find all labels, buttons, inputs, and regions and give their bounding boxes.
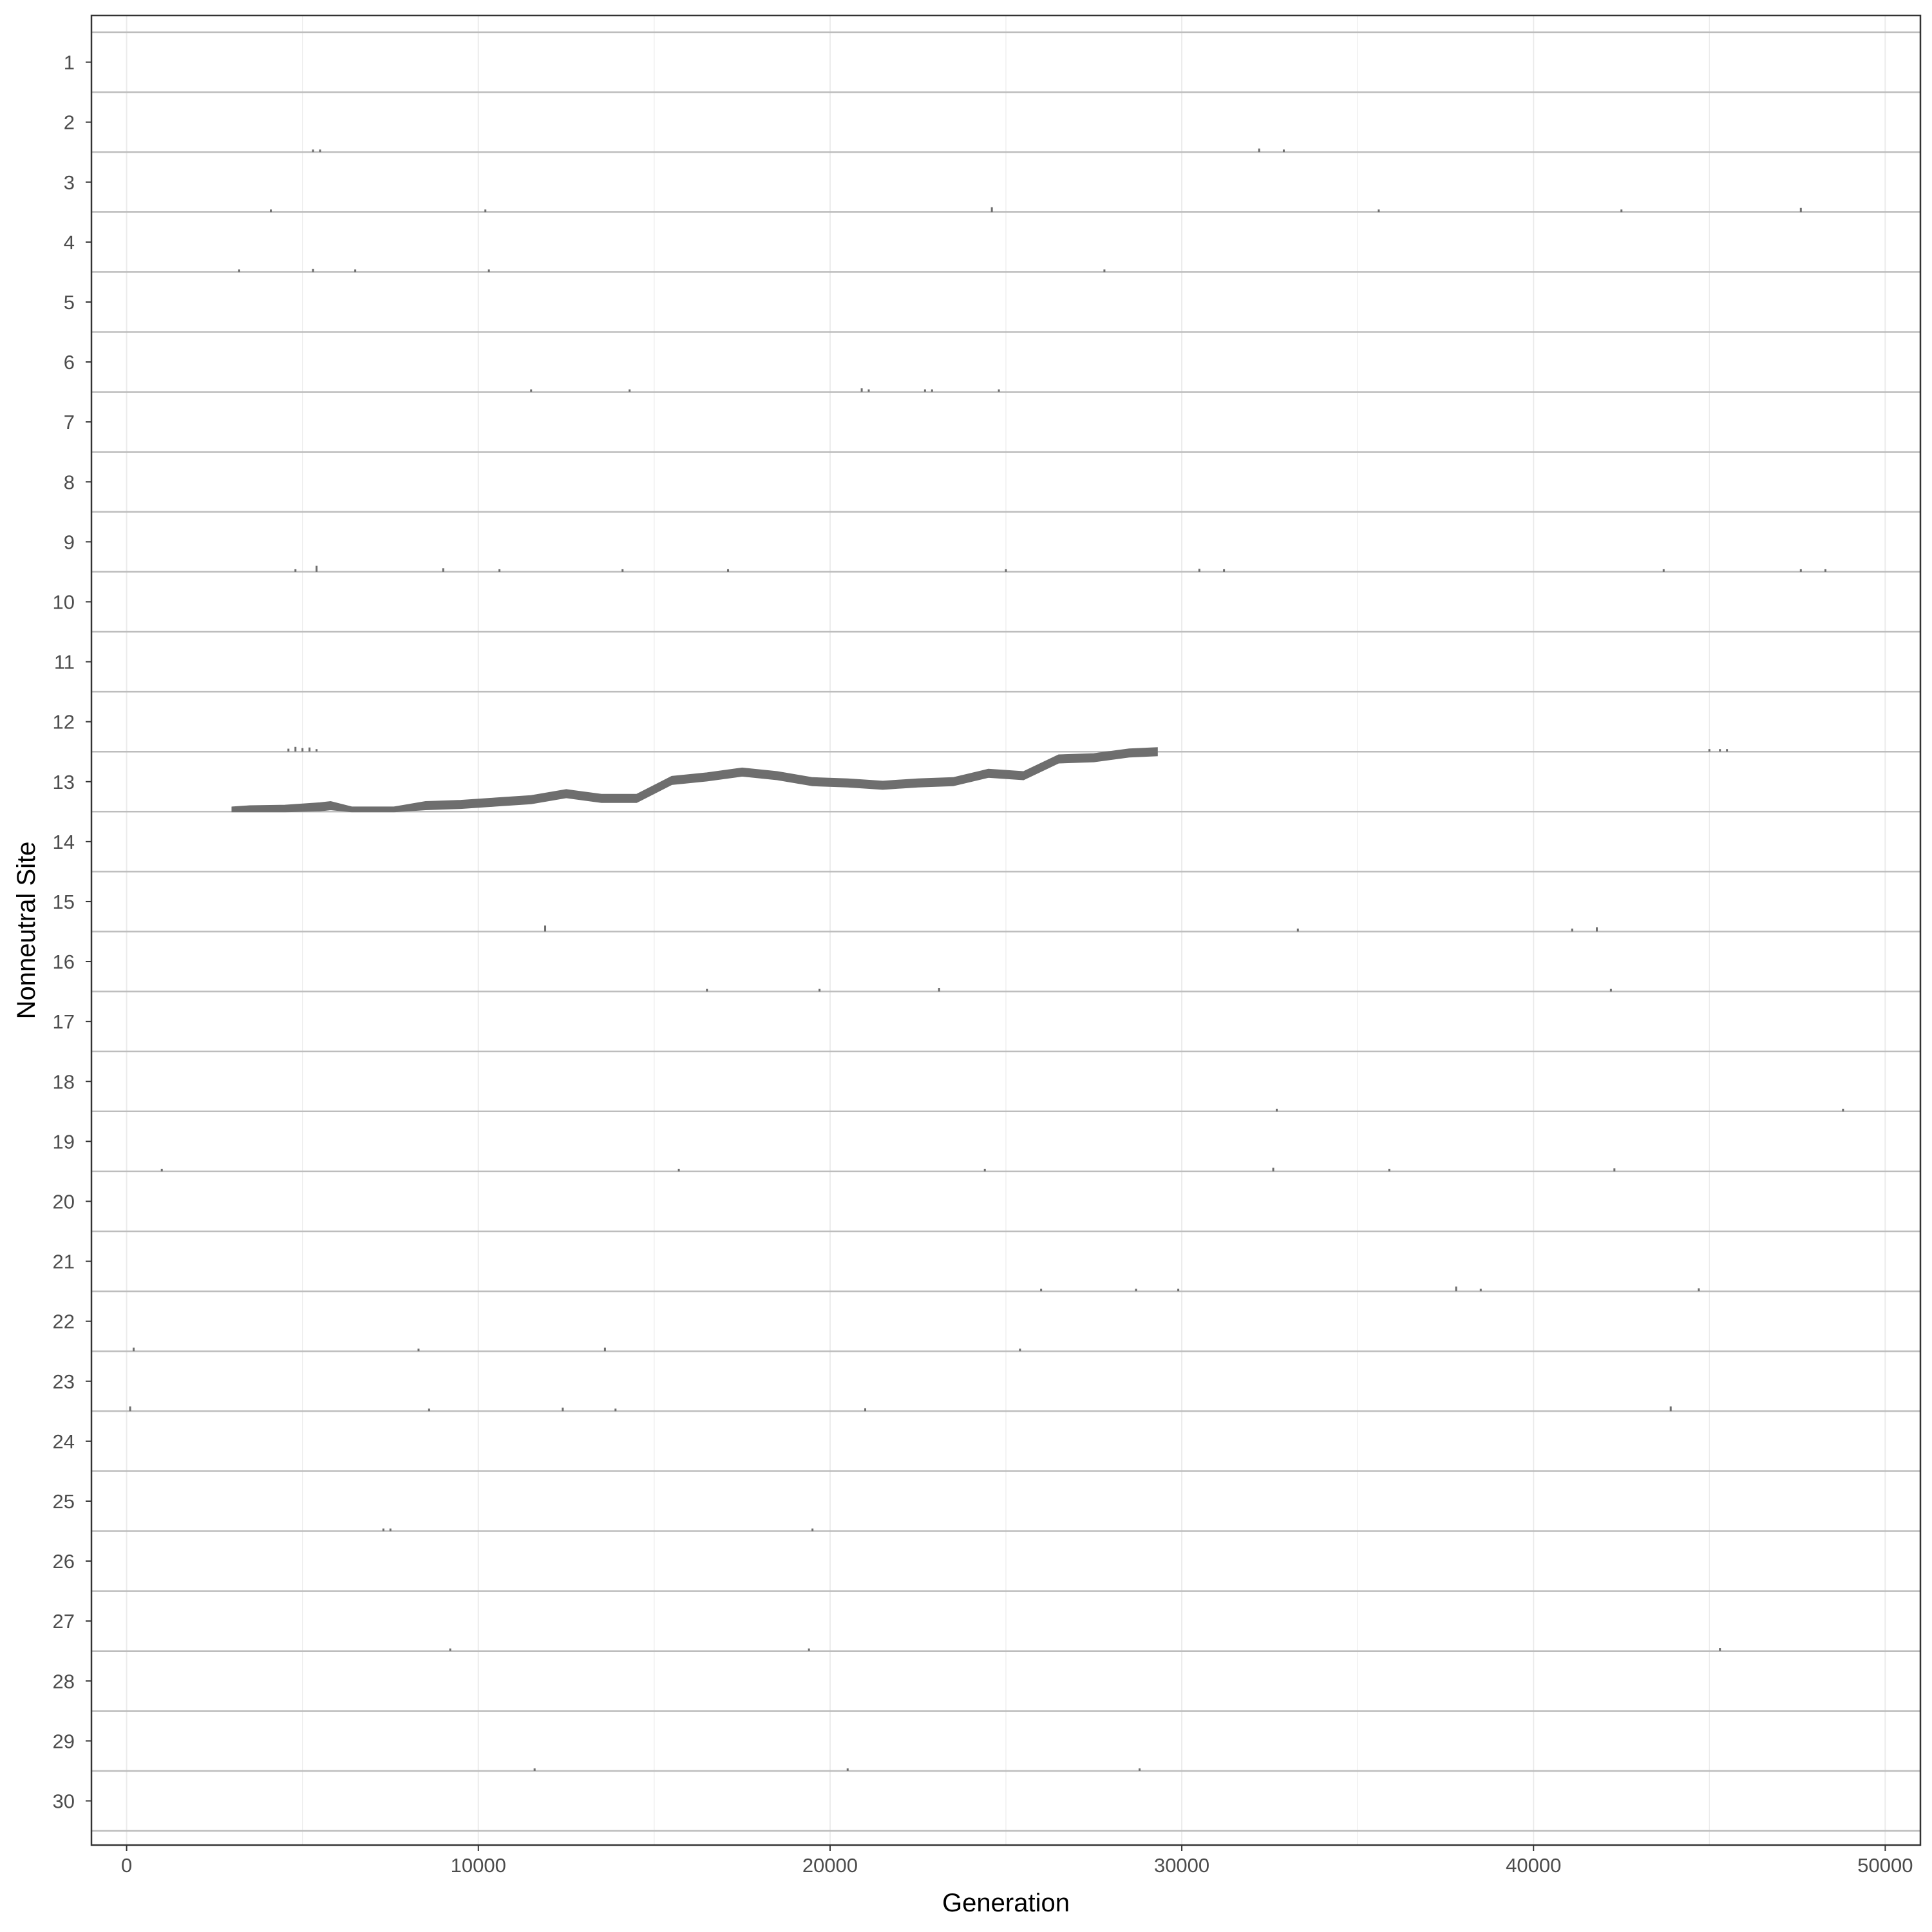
ridge-site-13 — [231, 747, 1158, 813]
y-tick-label: 18 — [53, 1070, 75, 1093]
y-tick-label: 26 — [53, 1550, 75, 1573]
x-tick-label: 30000 — [1154, 1854, 1209, 1877]
x-axis-title: Generation — [942, 1889, 1070, 1917]
x-tick-label: 50000 — [1857, 1854, 1913, 1877]
y-tick-label: 5 — [64, 291, 75, 314]
y-tick-label: 21 — [53, 1251, 75, 1273]
y-tick-label: 1 — [64, 52, 75, 74]
y-tick-label: 30 — [53, 1790, 75, 1812]
y-tick-label: 22 — [53, 1311, 75, 1333]
y-tick-label: 6 — [64, 351, 75, 374]
axis-layer: 1234567891011121314151617181920212223242… — [53, 52, 1913, 1877]
x-tick-label: 0 — [121, 1854, 132, 1877]
y-tick-label: 8 — [64, 471, 75, 493]
y-tick-label: 20 — [53, 1190, 75, 1213]
y-tick-label: 14 — [53, 831, 75, 853]
y-tick-label: 24 — [53, 1430, 75, 1453]
y-tick-label: 10 — [53, 591, 75, 613]
grid-layer — [126, 15, 1886, 1845]
y-tick-label: 29 — [53, 1730, 75, 1752]
y-tick-label: 3 — [64, 171, 75, 194]
baseline-layer — [91, 31, 1920, 1832]
series-layer — [129, 148, 1844, 1771]
y-tick-label: 9 — [64, 531, 75, 553]
y-tick-label: 16 — [53, 951, 75, 973]
y-tick-label: 4 — [64, 231, 75, 254]
y-tick-label: 19 — [53, 1130, 75, 1153]
y-tick-label: 28 — [53, 1670, 75, 1692]
panel-border — [90, 14, 1922, 1846]
y-tick-label: 25 — [53, 1490, 75, 1513]
y-axis-title: Nonneutral Site — [12, 842, 41, 1019]
y-tick-label: 13 — [53, 771, 75, 793]
x-tick-label: 10000 — [451, 1854, 506, 1877]
y-tick-label: 23 — [53, 1370, 75, 1393]
x-tick-label: 40000 — [1506, 1854, 1561, 1877]
y-tick-label: 15 — [53, 891, 75, 913]
y-tick-label: 12 — [53, 711, 75, 734]
y-tick-label: 17 — [53, 1010, 75, 1033]
x-tick-label: 20000 — [802, 1854, 858, 1877]
y-tick-label: 27 — [53, 1610, 75, 1633]
y-tick-label: 7 — [64, 411, 75, 433]
y-tick-label: 11 — [54, 651, 75, 674]
y-tick-label: 2 — [64, 111, 75, 134]
